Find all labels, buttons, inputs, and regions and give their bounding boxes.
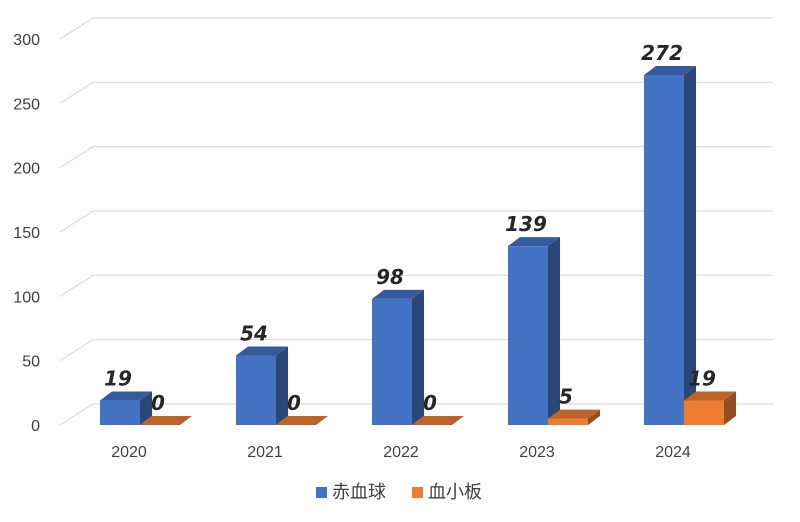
bar-side-face <box>588 409 600 425</box>
data-label: 54 <box>240 322 268 346</box>
bar-series1-front[interactable] <box>372 298 412 425</box>
y-tick-label: 0 <box>31 418 40 435</box>
bar-top-face <box>412 416 464 425</box>
x-tick-label: 2020 <box>111 444 147 461</box>
data-label: 0 <box>151 391 165 415</box>
data-label: 0 <box>423 391 437 415</box>
y-tick-label: 100 <box>13 289 40 306</box>
x-tick-label: 2024 <box>655 444 691 461</box>
y-tick-label: 300 <box>13 32 40 49</box>
data-label: 19 <box>688 367 716 391</box>
data-label: 272 <box>641 41 683 65</box>
bar-top-face <box>508 237 560 247</box>
data-label: 98 <box>376 265 404 289</box>
bar-top-face <box>236 346 288 356</box>
y-tick-label: 200 <box>13 161 40 178</box>
bar-series2-front[interactable] <box>548 418 588 425</box>
x-tick-label: 2022 <box>383 444 419 461</box>
legend-swatch <box>412 487 423 498</box>
data-label: 0 <box>287 391 301 415</box>
y-tick-label: 50 <box>22 354 40 371</box>
bar-top-face <box>372 289 424 299</box>
bar-side-face <box>548 237 560 425</box>
legend-swatch <box>316 487 327 498</box>
bar-side-face <box>276 346 288 425</box>
data-label: 139 <box>505 212 547 236</box>
gridline <box>59 17 773 40</box>
data-label: 5 <box>559 385 573 409</box>
bar-top-face <box>140 416 192 425</box>
bar-side-face <box>412 289 424 425</box>
bar-side-face <box>724 391 736 425</box>
gridline <box>59 210 773 233</box>
legend-label: 血小板 <box>428 482 482 503</box>
bar-series1-front[interactable] <box>100 400 140 425</box>
data-label: 19 <box>104 367 132 391</box>
x-tick-label: 2023 <box>519 444 555 461</box>
bar-series2-front[interactable] <box>684 400 724 425</box>
bar-side-face <box>140 391 152 425</box>
gridline <box>59 146 773 169</box>
bar-top-face <box>100 391 152 401</box>
x-tick-label: 2021 <box>247 444 283 461</box>
bar-side-face <box>684 66 696 425</box>
bar-top-face <box>644 66 696 76</box>
bar-series1-front[interactable] <box>644 75 684 425</box>
legend-label: 赤血球 <box>332 482 386 503</box>
bar-series1-front[interactable] <box>236 355 276 425</box>
y-tick-label: 250 <box>13 96 40 113</box>
gridline <box>59 81 773 104</box>
y-tick-label: 150 <box>13 225 40 242</box>
bar-top-face <box>548 409 600 419</box>
bar-series1-front[interactable] <box>508 246 548 425</box>
bar-top-face <box>276 416 328 425</box>
bar-top-face <box>684 391 736 401</box>
